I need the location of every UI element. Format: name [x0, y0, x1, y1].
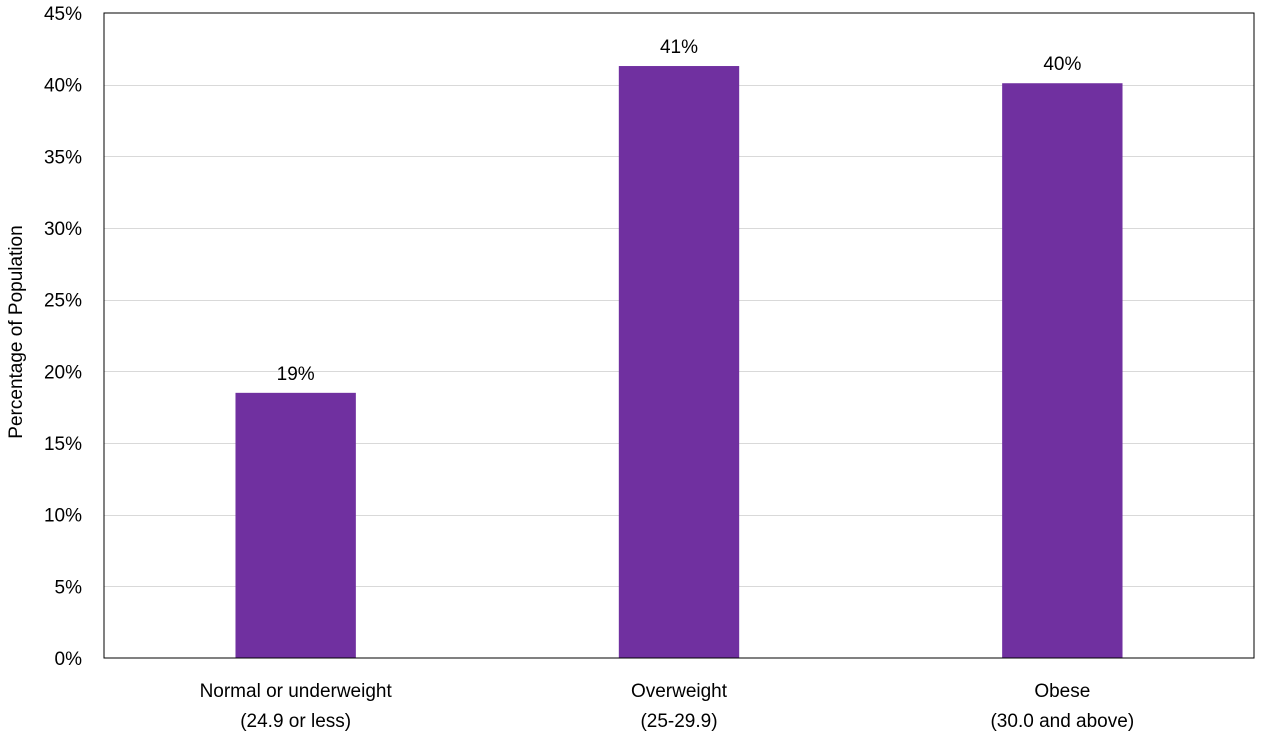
- y-tick-label: 15%: [44, 434, 82, 455]
- x-category-label-line: (30.0 and above): [990, 711, 1134, 732]
- x-axis-category-labels: Normal or underweight (24.9 or less) Overw…: [200, 681, 1135, 732]
- x-category-label-line: Normal or underweight: [200, 681, 393, 702]
- y-tick-label: 5%: [55, 577, 83, 598]
- y-tick-label: 40%: [44, 76, 82, 97]
- plot-area: [103, 12, 1255, 659]
- data-labels: 19% 41% 40%: [277, 37, 1082, 385]
- x-category-label-line: Overweight: [631, 681, 728, 702]
- x-category-label-line: (25-29.9): [640, 711, 717, 732]
- bar: [235, 392, 356, 658]
- y-tick-label: 0%: [55, 649, 83, 670]
- y-axis-title: Percentage of Population: [6, 225, 27, 438]
- y-tick-label: 45%: [44, 4, 82, 25]
- x-category-label: Obese (30.0 and above): [990, 681, 1134, 732]
- y-tick-label: 35%: [44, 147, 82, 168]
- data-label: 41%: [660, 37, 698, 58]
- data-label: 40%: [1043, 54, 1081, 75]
- y-tick-label: 10%: [44, 506, 82, 527]
- bars: [235, 66, 1123, 659]
- x-category-label: Normal or underweight (24.9 or less): [200, 681, 393, 732]
- y-tick-label: 20%: [44, 362, 82, 383]
- y-tick-label: 30%: [44, 219, 82, 240]
- bar: [618, 66, 740, 659]
- bar: [1002, 83, 1123, 658]
- data-label: 19%: [277, 364, 315, 385]
- y-axis-tick-labels: 0% 5% 10% 15% 20% 25% 30% 35% 40% 45%: [44, 4, 82, 670]
- y-tick-label: 25%: [44, 291, 82, 312]
- x-category-label: Overweight (25-29.9): [631, 681, 728, 732]
- x-category-label-line: (24.9 or less): [240, 711, 351, 732]
- x-category-label-line: Obese: [1034, 681, 1090, 702]
